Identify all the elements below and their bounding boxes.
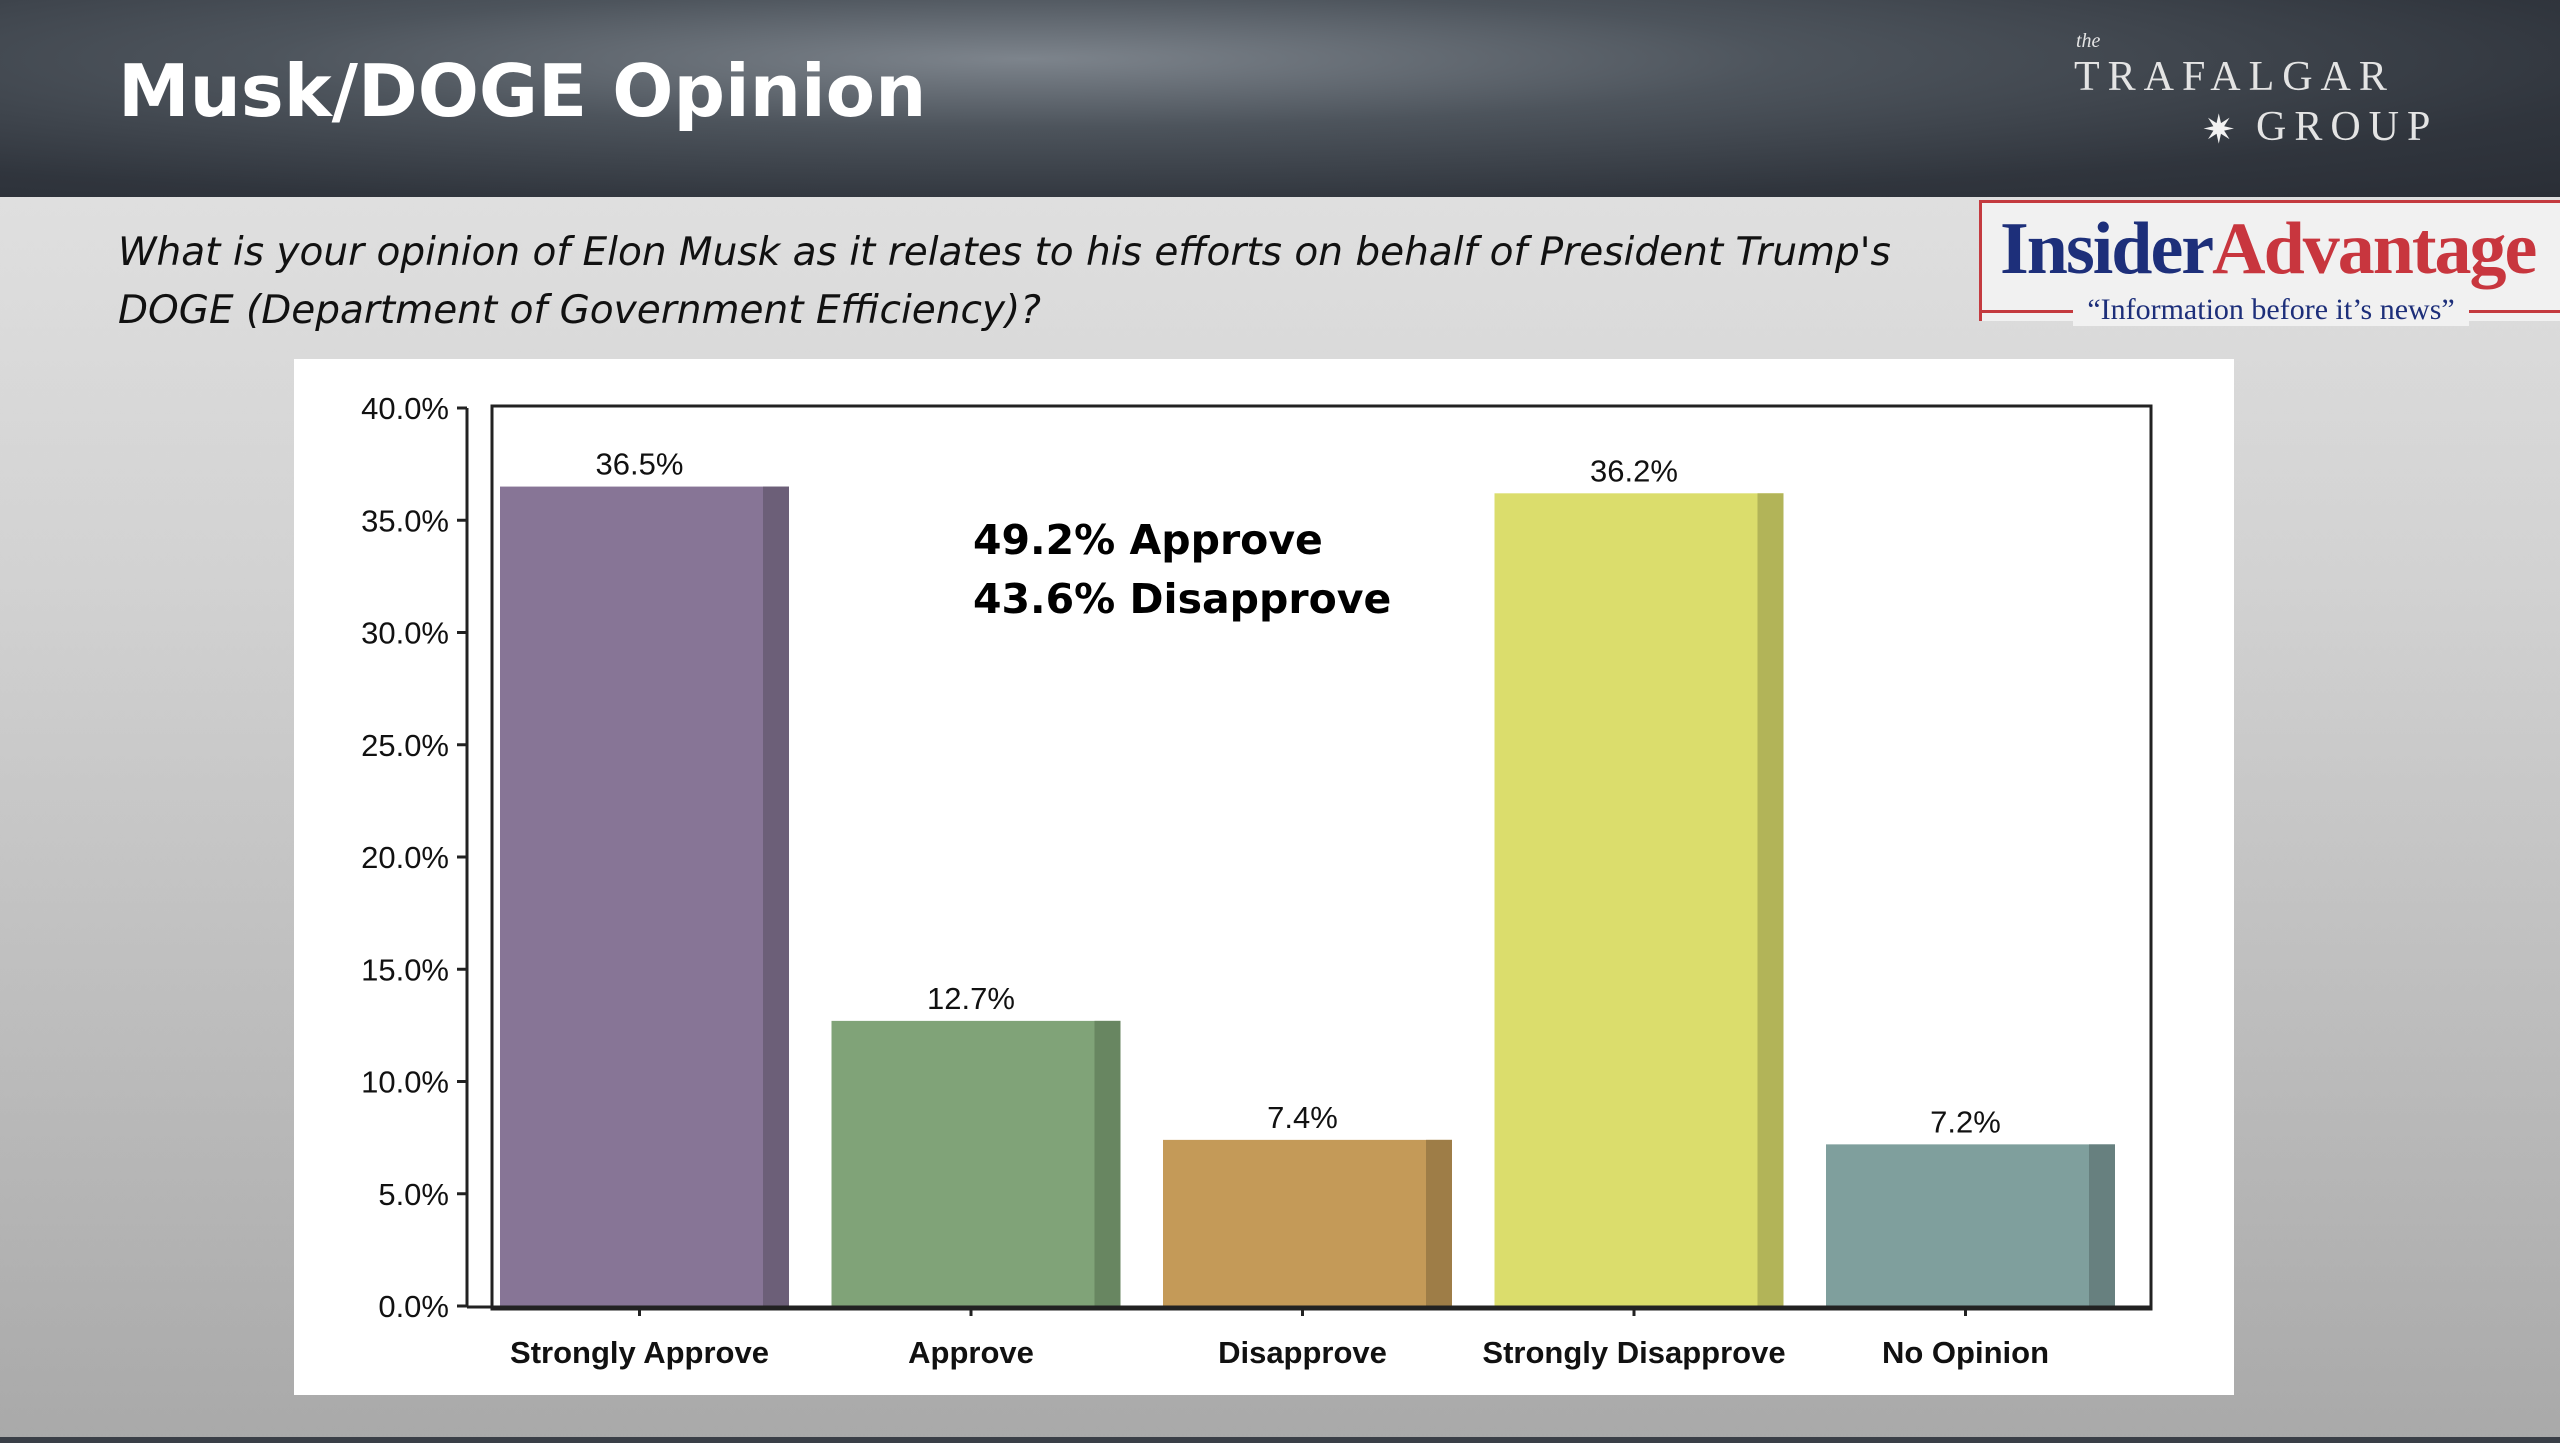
- survey-question: What is your opinion of Elon Musk as it …: [118, 230, 1891, 333]
- x-tick-label: Disapprove: [1218, 1335, 1387, 1370]
- bar-shade-0: [763, 486, 789, 1306]
- y-tick-label: 25.0%: [361, 728, 449, 763]
- y-tick-label: 15.0%: [361, 952, 449, 987]
- bar-3: [1494, 493, 1784, 1306]
- page-title: Musk/DOGE Opinion: [118, 49, 927, 133]
- chart-panel: 0.0% 5.0% 10.0% 15.0% 20.0% 25.0% 30.0% 35.0% 40…: [294, 359, 2234, 1395]
- data-label: 36.2%: [1590, 453, 1678, 488]
- x-tick-label: Approve: [908, 1335, 1034, 1370]
- data-label: 7.4%: [1267, 1100, 1338, 1135]
- data-label: 7.2%: [1930, 1104, 2001, 1139]
- bar-0: [500, 486, 789, 1306]
- plot-frame: [490, 404, 2153, 1311]
- x-tick-label: No Opinion: [1882, 1335, 2049, 1370]
- logo-line2: GROUP: [2256, 104, 2439, 150]
- compass-star-icon: ✷: [2202, 107, 2236, 152]
- y-tick-label: 5.0%: [378, 1177, 449, 1212]
- bar-shade-2: [1426, 1139, 1452, 1306]
- bar-2: [1163, 1139, 1452, 1306]
- bar-1: [831, 1020, 1121, 1306]
- y-tick-label: 40.0%: [361, 391, 449, 426]
- bar-chart: 0.0% 5.0% 10.0% 15.0% 20.0% 25.0% 30.0% 35.0% 40…: [361, 391, 2153, 1370]
- y-tick-label: 30.0%: [361, 616, 449, 651]
- annotation: 49.2% Approve: [973, 516, 1323, 564]
- logo-the: the: [2076, 30, 2101, 52]
- y-tick-label: 20.0%: [361, 840, 449, 875]
- logo-advantage: Advantage: [2212, 208, 2537, 290]
- bar-4: [1826, 1144, 2115, 1306]
- annotation: 43.6% Disapprove: [973, 575, 1391, 623]
- x-tick-label: Strongly Approve: [510, 1335, 769, 1370]
- logo-line1: TRAFALGAR: [2074, 54, 2395, 100]
- x-tick-label: Strongly Disapprove: [1482, 1335, 1785, 1370]
- data-label: 12.7%: [927, 981, 1015, 1016]
- trafalgar-group-logo: the TRAFALGAR GROUP ✷: [2074, 30, 2494, 180]
- bar-shade-4: [2089, 1144, 2115, 1306]
- header-banner: Musk/DOGE Opinion the TRAFALGAR GROUP ✷: [0, 0, 2560, 197]
- bar-shade-1: [1094, 1020, 1121, 1306]
- data-label: 36.5%: [596, 447, 684, 482]
- footer-bar: [0, 1437, 2560, 1443]
- bar-shade-3: [1757, 493, 1784, 1306]
- y-tick-label: 0.0%: [378, 1289, 449, 1324]
- y-tick-label: 35.0%: [361, 503, 449, 538]
- logo-tagline: “Information before it’s news”: [2073, 293, 2469, 326]
- y-tick-label: 10.0%: [361, 1065, 449, 1100]
- insider-advantage-logo: InsiderAdvantage “Information before it’…: [1979, 200, 2560, 326]
- logo-insider: Insider: [2000, 208, 2214, 290]
